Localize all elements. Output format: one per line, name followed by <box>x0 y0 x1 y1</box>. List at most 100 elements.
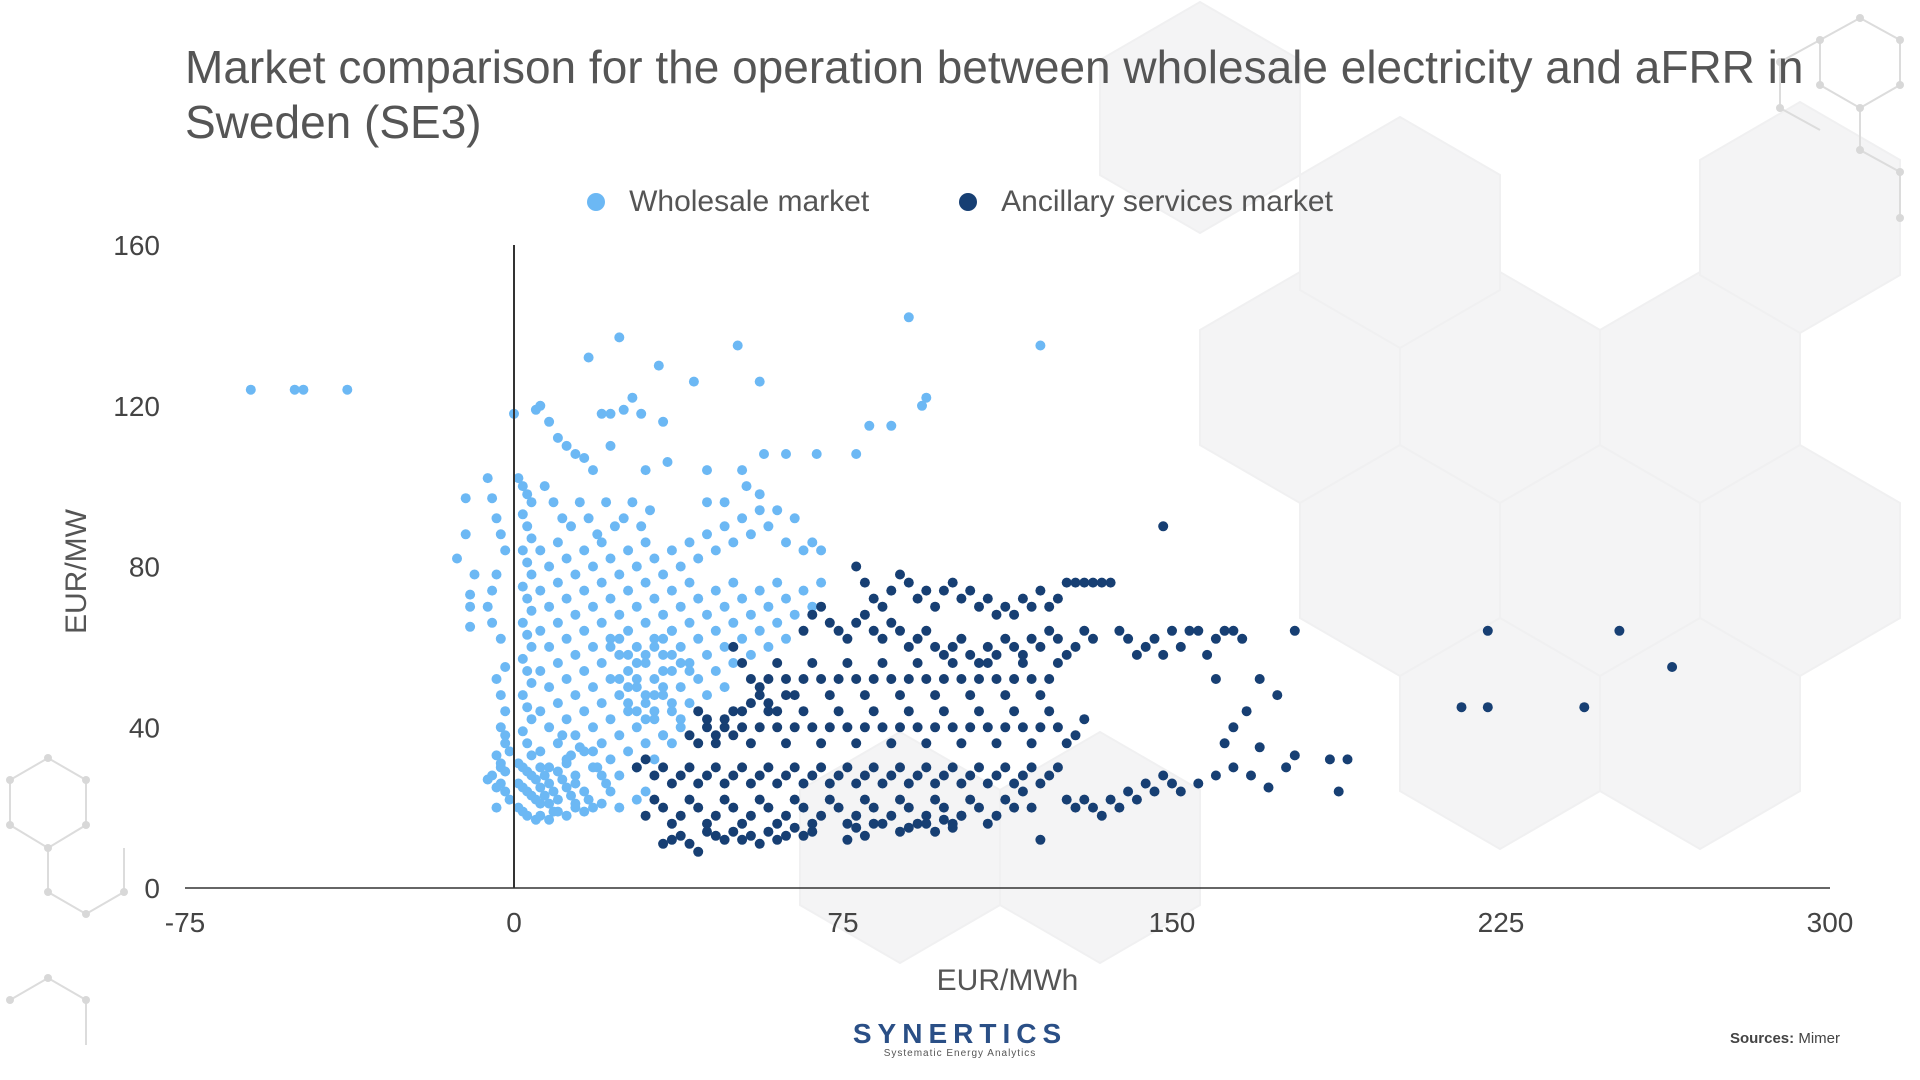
scatter-point-wholesale-144 <box>548 497 559 508</box>
scatter-point-wholesale-301 <box>579 746 590 757</box>
scatter-point-wholesale-169 <box>649 553 660 564</box>
scatter-point-wholesale-41 <box>465 621 476 632</box>
scatter-point-ancillary-73 <box>1184 625 1195 636</box>
scatter-point-wholesale-99 <box>522 738 533 749</box>
scatter-point-wholesale-50 <box>495 529 506 540</box>
scatter-point-ancillary-41 <box>903 577 914 588</box>
scatter-point-ancillary-61 <box>1079 577 1090 588</box>
scatter-point-ancillary-105 <box>1167 778 1177 789</box>
scatter-point-wholesale-236 <box>623 625 634 636</box>
scatter-point-ancillary-237 <box>842 762 853 773</box>
scatter-point-ancillary-26 <box>1017 649 1028 660</box>
scatter-point-wholesale-172 <box>675 561 686 572</box>
scatter-point-ancillary-117 <box>1061 794 1072 805</box>
y-tick-label-2: 80 <box>129 552 160 583</box>
scatter-point-wholesale-5 <box>614 332 625 343</box>
scatter-point-wholesale-319 <box>666 698 677 709</box>
scatter-point-wholesale-175 <box>702 529 712 540</box>
scatter-point-wholesale-14 <box>636 408 647 419</box>
scatter-point-ancillary-285 <box>842 818 853 829</box>
scatter-point-ancillary-108 <box>1140 778 1151 789</box>
scatter-point-ancillary-277 <box>772 818 783 829</box>
scatter-point-ancillary-266 <box>675 810 686 821</box>
scatter-point-ancillary-207 <box>737 706 748 717</box>
scatter-point-wholesale-263 <box>605 674 616 684</box>
scatter-point-ancillary-88 <box>1254 674 1265 684</box>
scatter-point-ancillary-72 <box>1175 641 1186 652</box>
scatter-point-ancillary-141 <box>930 690 941 701</box>
scatter-point-wholesale-80 <box>517 509 528 520</box>
scatter-point-ancillary-4 <box>824 617 835 628</box>
scatter-point-ancillary-259 <box>1035 778 1046 789</box>
scatter-point-wholesale-11 <box>1035 340 1046 351</box>
scatter-point-ancillary-241 <box>877 778 888 789</box>
scatter-point-wholesale-244 <box>693 633 704 644</box>
scatter-point-ancillary-276 <box>763 802 774 813</box>
scatter-point-wholesale-237 <box>631 641 642 652</box>
scatter-point-ancillary-318 <box>745 830 756 841</box>
scatter-point-ancillary-82 <box>1614 625 1625 636</box>
scatter-point-wholesale-242 <box>675 641 686 652</box>
scatter-point-wholesale-288 <box>623 706 634 717</box>
scatter-point-ancillary-116 <box>1070 802 1081 813</box>
scatter-point-wholesale-254 <box>781 633 791 644</box>
scatter-point-ancillary-115 <box>1079 794 1090 805</box>
scatter-point-wholesale-289 <box>631 722 642 733</box>
scatter-point-ancillary-273 <box>737 818 748 829</box>
scatter-point-wholesale-23 <box>544 416 555 427</box>
scatter-point-wholesale-137 <box>588 802 598 813</box>
scatter-point-wholesale-279 <box>544 722 555 733</box>
scatter-point-ancillary-5 <box>833 625 844 636</box>
scatter-point-wholesale-4 <box>583 352 594 363</box>
scatter-point-ancillary-78 <box>1228 625 1239 636</box>
scatter-point-ancillary-56 <box>1035 585 1046 596</box>
scatter-point-wholesale-302 <box>588 762 598 773</box>
scatter-point-wholesale-166 <box>623 545 634 556</box>
scatter-point-ancillary-203 <box>702 714 712 725</box>
scatter-point-wholesale-170 <box>658 569 669 580</box>
scatter-point-wholesale-220 <box>772 577 783 588</box>
scatter-point-ancillary-239 <box>859 770 870 781</box>
scatter-point-ancillary-132 <box>851 674 862 684</box>
scatter-point-wholesale-139 <box>596 770 607 781</box>
scatter-point-wholesale-233 <box>596 617 607 628</box>
scatter-point-wholesale-331 <box>631 658 642 668</box>
scatter-point-wholesale-121 <box>535 782 546 793</box>
scatter-point-wholesale-290 <box>640 698 651 709</box>
scatter-point-ancillary-35 <box>851 561 862 572</box>
scatter-point-wholesale-42 <box>465 601 476 612</box>
scatter-point-ancillary-312 <box>693 846 704 857</box>
scatter-point-wholesale-189 <box>702 497 712 508</box>
scatter-point-ancillary-136 <box>886 674 897 684</box>
scatter-point-ancillary-44 <box>930 601 941 612</box>
scatter-point-wholesale-287 <box>614 730 625 741</box>
scatter-point-wholesale-345 <box>640 786 651 797</box>
scatter-point-ancillary-101 <box>1228 762 1239 773</box>
y-axis-title: EUR/MW <box>60 508 93 634</box>
scatter-point-wholesale-18 <box>921 392 932 403</box>
scatter-point-ancillary-257 <box>1017 770 1028 781</box>
scatter-point-wholesale-344 <box>631 794 642 805</box>
scatter-point-wholesale-231 <box>579 625 590 636</box>
scatter-point-wholesale-143 <box>539 481 550 492</box>
scatter-point-ancillary-219 <box>684 762 695 773</box>
scatter-point-wholesale-194 <box>544 601 555 612</box>
scatter-point-wholesale-212 <box>702 609 712 620</box>
chart-legend: Wholesale market Ancillary services mark… <box>0 182 1920 222</box>
scatter-point-ancillary-96 <box>1342 754 1353 765</box>
scatter-point-ancillary-49 <box>974 601 984 612</box>
scatter-point-ancillary-270 <box>710 810 721 821</box>
scatter-point-wholesale-98 <box>517 726 528 737</box>
scatter-point-wholesale-268 <box>649 674 660 684</box>
scatter-point-ancillary-194 <box>1026 738 1037 749</box>
scatter-point-wholesale-234 <box>605 633 616 644</box>
scatter-point-wholesale-94 <box>526 678 537 688</box>
scatter-point-ancillary-6 <box>842 633 853 644</box>
scatter-point-wholesale-230 <box>570 649 581 660</box>
scatter-point-wholesale-35 <box>781 449 791 459</box>
scatter-point-wholesale-316 <box>640 690 651 701</box>
scatter-point-wholesale-171 <box>666 545 677 556</box>
scatter-point-wholesale-227 <box>544 641 555 652</box>
scatter-point-ancillary-208 <box>745 698 756 709</box>
